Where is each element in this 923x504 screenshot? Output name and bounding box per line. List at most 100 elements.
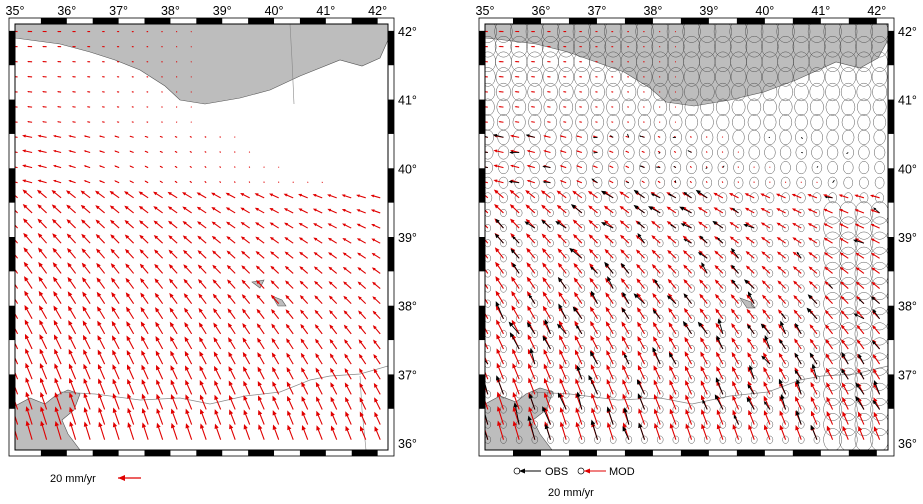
- model-velocity-arrow: [622, 338, 630, 350]
- observed-velocity-arrow: [718, 321, 724, 335]
- uncertainty-ellipse: [687, 192, 696, 204]
- model-velocity-arrow-head: [219, 181, 221, 182]
- observed-velocity-arrow-head: [623, 407, 628, 413]
- uncertainty-ellipse: [592, 161, 603, 175]
- uncertainty-ellipse: [854, 292, 874, 316]
- model-velocity-arrow-head: [496, 391, 502, 398]
- model-velocity-arrow-head: [23, 261, 29, 268]
- model-velocity-arrow: [141, 338, 149, 350]
- observed-velocity-arrow-head: [544, 319, 549, 325]
- model-velocity-arrow-head: [242, 337, 247, 343]
- observed-velocity-arrow-head: [743, 223, 748, 228]
- model-velocity-arrow: [607, 366, 614, 380]
- frame-bar-bottom: [248, 450, 275, 456]
- model-velocity-arrow: [528, 336, 536, 350]
- model-velocity-arrow-head: [212, 250, 217, 255]
- uncertainty-ellipse: [792, 24, 811, 43]
- uncertainty-ellipse: [529, 145, 541, 160]
- model-velocity-arrow: [544, 380, 552, 395]
- model-velocity-arrow-head: [619, 220, 625, 225]
- model-velocity-arrow-head: [541, 247, 547, 253]
- model-velocity-arrow-head: [621, 335, 627, 342]
- obs-legend-label: OBS: [545, 466, 568, 478]
- model-velocity-arrow-head: [146, 91, 147, 93]
- model-velocity-arrow-head: [591, 393, 596, 399]
- model-velocity-arrow: [41, 423, 48, 440]
- model-velocity-arrow-head: [298, 237, 303, 241]
- model-velocity-arrow-head: [760, 193, 765, 197]
- observed-velocity-arrow-head: [621, 307, 626, 313]
- model-velocity-arrow-head: [329, 309, 334, 315]
- model-velocity-arrow-head: [625, 165, 627, 167]
- model-velocity-arrow-head: [575, 421, 580, 428]
- observed-velocity-arrow-head: [871, 340, 876, 345]
- model-velocity-arrow: [142, 425, 149, 440]
- model-velocity-arrow-head: [359, 397, 364, 403]
- model-velocity-arrow: [591, 366, 599, 380]
- model-velocity-arrow: [157, 425, 164, 440]
- observed-velocity-arrow-head: [606, 406, 611, 412]
- model-velocity-arrow-head: [284, 222, 289, 226]
- model-velocity-arrow: [15, 298, 19, 304]
- model-velocity-arrow-head: [255, 222, 260, 226]
- observed-velocity-arrow-head: [873, 207, 877, 211]
- uncertainty-ellipse: [594, 375, 601, 384]
- uncertainty-ellipse: [729, 35, 748, 58]
- model-velocity-arrow-head: [497, 420, 502, 426]
- model-velocity-arrow-head: [328, 281, 333, 285]
- frame-bar-left: [9, 237, 15, 272]
- model-velocity-arrow-head: [316, 396, 321, 402]
- uncertainty-ellipse: [813, 375, 821, 384]
- model-velocity-arrow-head: [131, 121, 133, 123]
- model-velocity-arrow-head: [37, 189, 42, 195]
- uncertainty-ellipse: [823, 24, 842, 43]
- model-velocity-arrow-head: [595, 76, 596, 78]
- model-velocity-arrow: [55, 365, 62, 380]
- model-velocity-arrow: [186, 396, 193, 410]
- observed-velocity-arrow-head: [569, 247, 575, 253]
- uncertainty-ellipse: [485, 24, 497, 43]
- uncertainty-ellipse: [766, 269, 774, 278]
- uncertainty-ellipse: [824, 67, 841, 87]
- model-velocity-arrow: [576, 424, 583, 440]
- black-sea-coast-land: [15, 24, 388, 105]
- model-velocity-arrow-head: [270, 251, 275, 256]
- model-velocity-arrow-head: [666, 220, 672, 225]
- uncertainty-ellipse: [594, 269, 601, 278]
- uncertainty-ellipse: [703, 375, 711, 384]
- model-velocity-arrow-head: [854, 194, 859, 198]
- model-velocity-arrow-head: [111, 335, 117, 341]
- model-velocity-arrow: [200, 411, 207, 425]
- model-velocity-arrow-head: [96, 262, 101, 268]
- model-velocity-arrow-head: [826, 425, 831, 431]
- observed-velocity-arrow-head: [556, 323, 562, 329]
- uncertainty-ellipse: [688, 299, 695, 308]
- uncertainty-ellipse: [669, 114, 683, 131]
- model-velocity-arrow-head: [228, 366, 233, 372]
- model-velocity-arrow-head: [627, 76, 628, 78]
- uncertainty-ellipse: [732, 145, 745, 160]
- model-velocity-arrow-head: [526, 164, 530, 168]
- model-velocity-arrow-head: [52, 134, 57, 138]
- model-velocity-arrow: [654, 411, 661, 425]
- uncertainty-ellipse: [499, 192, 508, 204]
- observed-velocity-arrow-head: [655, 166, 658, 168]
- uncertainty-ellipse: [719, 284, 727, 293]
- uncertainty-ellipse: [562, 239, 570, 248]
- observed-velocity-arrow-head: [747, 291, 752, 297]
- model-velocity-arrow-head: [189, 166, 191, 167]
- uncertainty-ellipse: [547, 329, 554, 338]
- model-velocity-arrow-head: [299, 266, 304, 270]
- uncertainty-ellipse: [641, 299, 648, 308]
- model-velocity-arrow-head: [313, 266, 318, 271]
- model-velocity-arrow-head: [574, 349, 580, 355]
- model-velocity-arrow-head: [493, 149, 498, 153]
- observed-velocity-arrow: [545, 321, 551, 335]
- uncertainty-ellipse: [854, 24, 873, 43]
- model-velocity-arrow-head: [611, 76, 612, 78]
- model-velocity-arrow: [142, 352, 149, 365]
- uncertainty-ellipse: [870, 367, 888, 391]
- model-velocity-arrow-head: [611, 46, 612, 48]
- model-velocity-arrow: [127, 381, 135, 395]
- uncertainty-ellipse: [594, 299, 601, 308]
